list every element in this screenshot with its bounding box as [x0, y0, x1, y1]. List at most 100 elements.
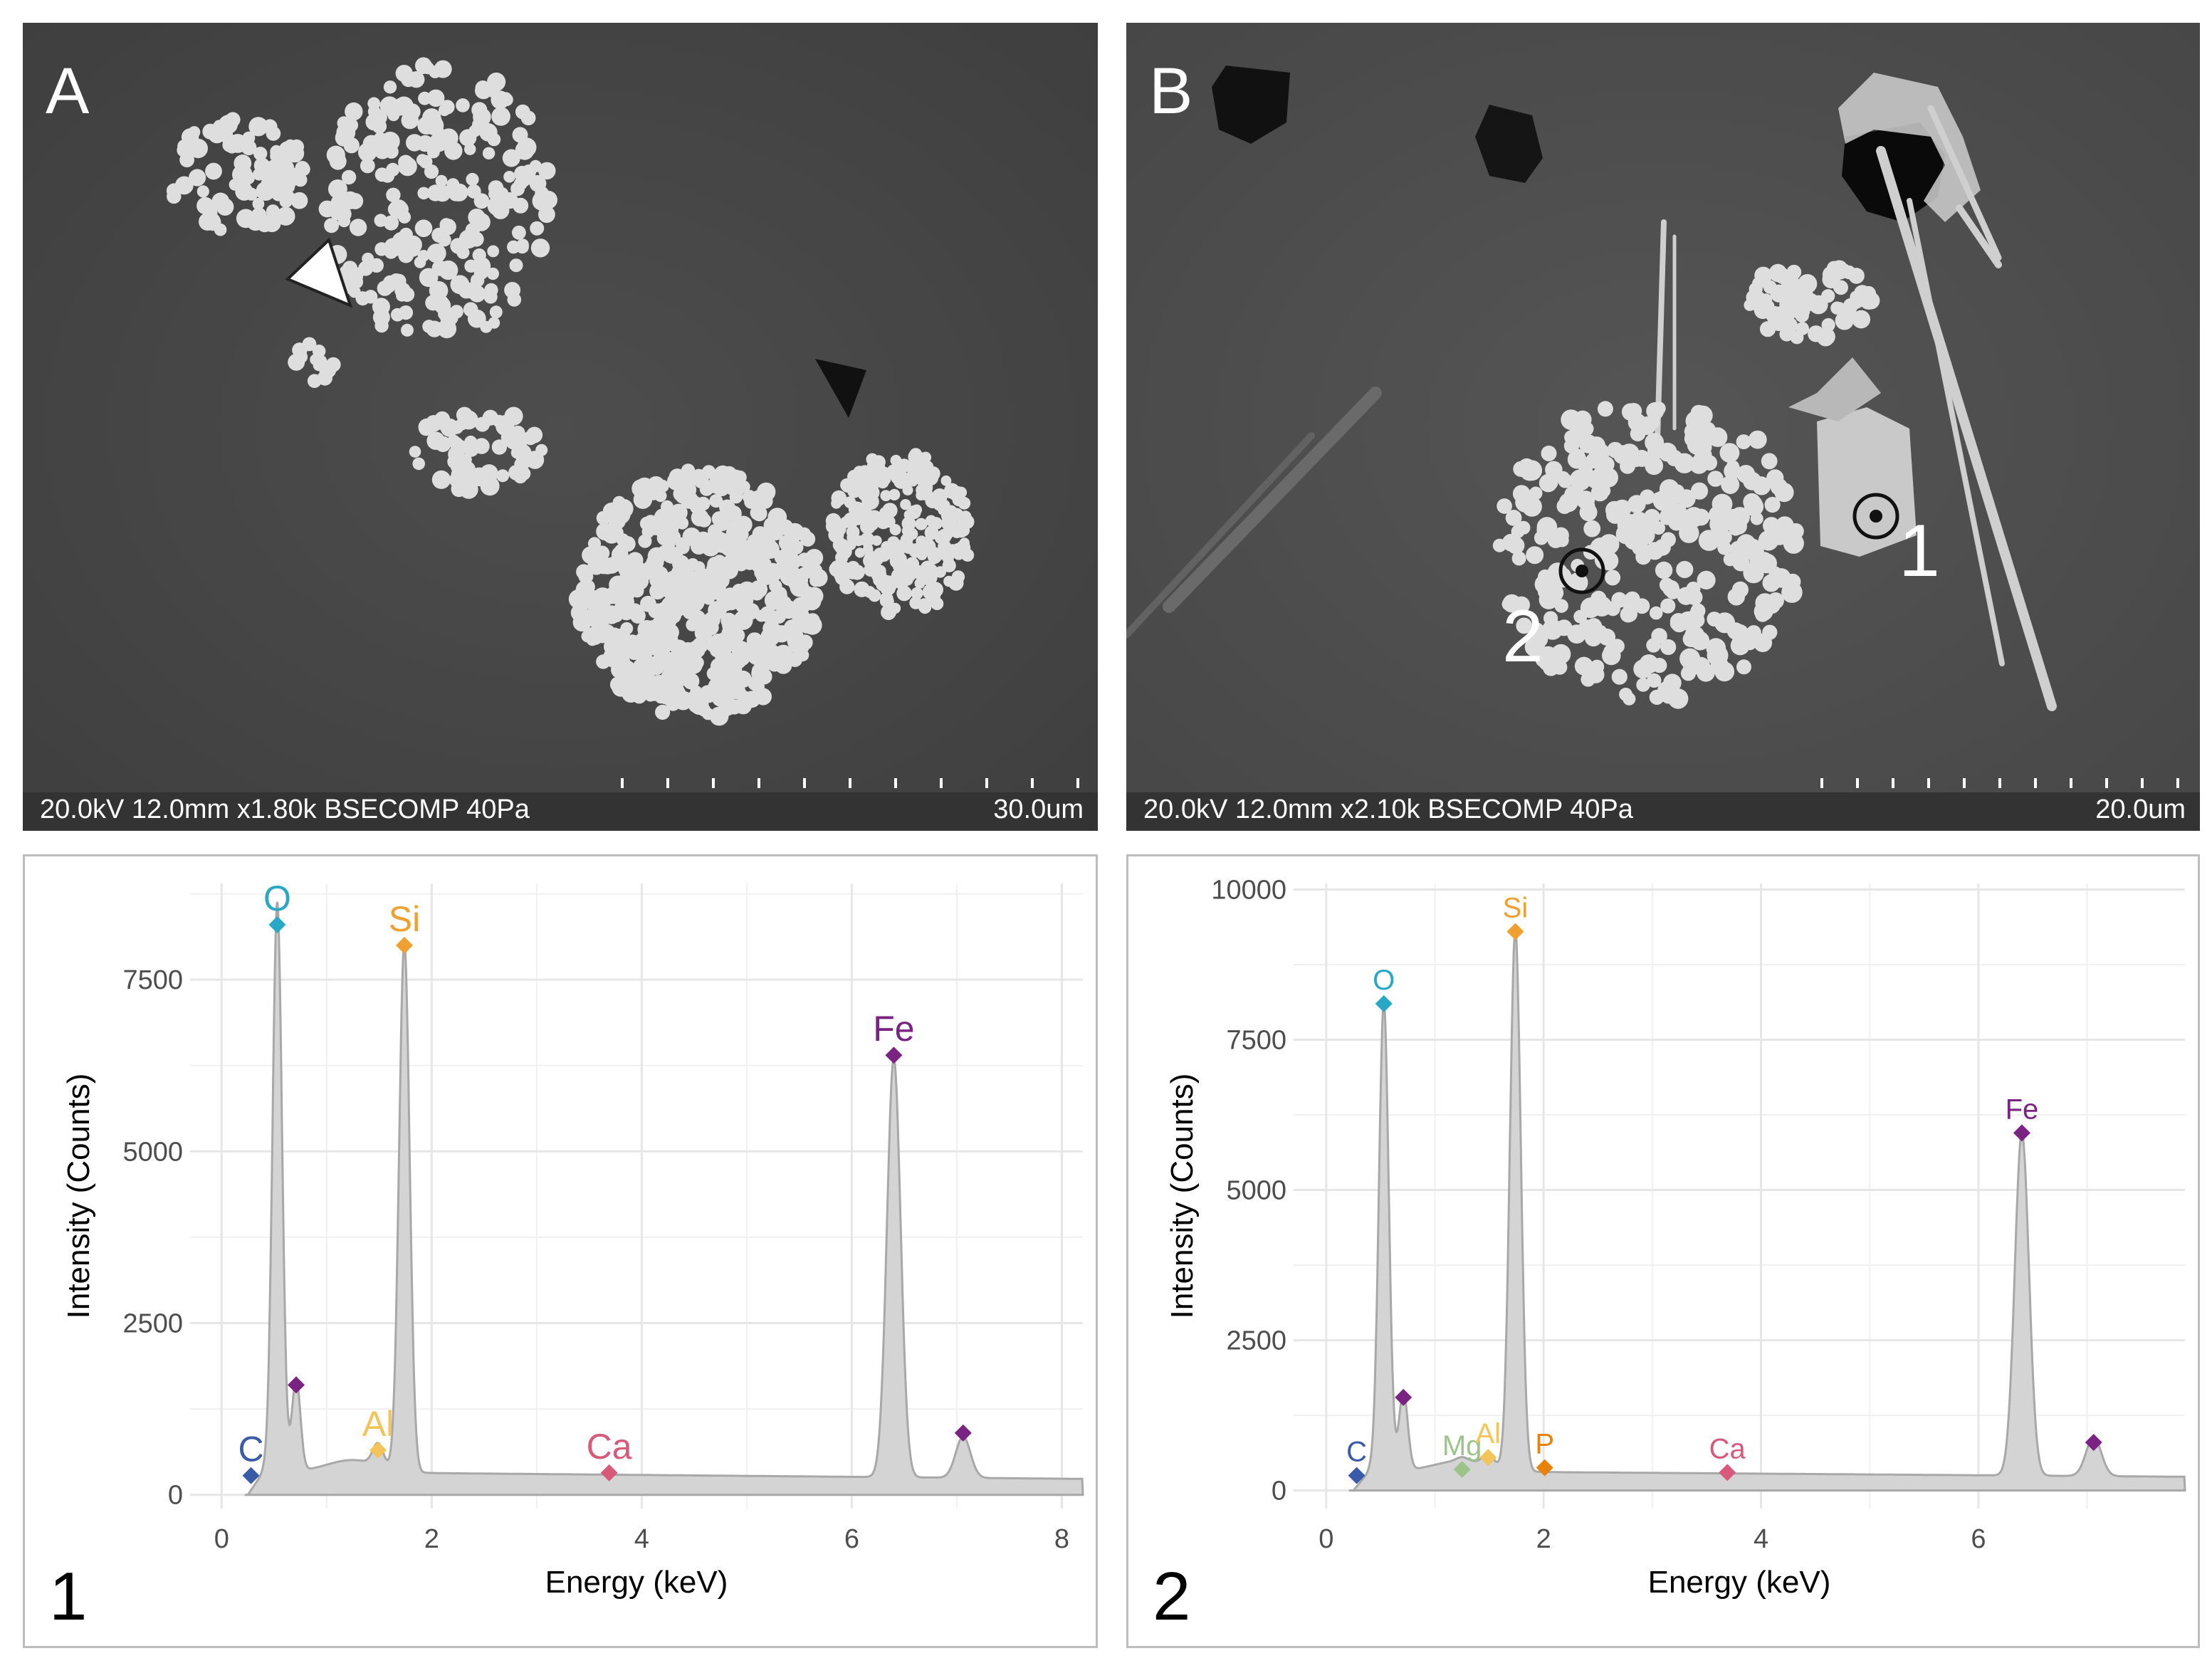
microcrystal: [1643, 508, 1660, 525]
microcrystal: [1770, 478, 1788, 495]
scale-bar-ticks: [1820, 778, 2179, 788]
microcrystal: [1645, 542, 1664, 560]
microcrystal: [295, 161, 310, 176]
sem-image-b: B 1 2 20.0kV 12.0mm x2.10k BSECOMP 40Pa …: [1126, 23, 2200, 831]
microcrystal: [367, 105, 381, 118]
microcrystal: [905, 557, 920, 571]
element-label: P: [1535, 1429, 1554, 1460]
microcrystal: [1534, 530, 1548, 545]
microcrystal: [383, 80, 397, 94]
microcrystal: [642, 644, 656, 656]
microcrystal: [1659, 577, 1674, 592]
microcrystal: [709, 494, 723, 508]
microcrystal: [530, 221, 545, 236]
microcrystal: [1581, 672, 1595, 687]
microcrystal: [757, 547, 770, 560]
element-label: C: [1346, 1437, 1367, 1468]
y-tick-label: 5000: [1226, 1176, 1286, 1206]
microcrystal: [609, 575, 627, 594]
microcrystal: [797, 527, 812, 541]
microcrystal: [1660, 598, 1676, 614]
microcrystal: [1731, 581, 1749, 598]
microcrystal: [1712, 493, 1733, 515]
microcrystal: [664, 548, 680, 564]
microcrystal: [1645, 456, 1664, 476]
point-label-2: 2: [1502, 595, 1543, 678]
y-tick-label: 5000: [122, 1137, 183, 1167]
microcrystal: [619, 604, 634, 621]
microcrystal: [889, 488, 901, 501]
microcrystal: [734, 590, 754, 610]
element-marker: [1348, 1467, 1366, 1484]
y-tick-label: 10000: [1211, 875, 1286, 905]
microcrystal: [205, 162, 222, 180]
microcrystal: [458, 410, 478, 430]
element-label: O: [1373, 965, 1395, 996]
microcrystal: [921, 466, 933, 477]
microcrystal: [468, 209, 486, 226]
microcrystal: [709, 601, 728, 619]
microcrystal: [954, 523, 969, 538]
microcrystal: [196, 185, 209, 198]
microcrystal: [450, 238, 466, 254]
microcrystal: [904, 570, 916, 582]
microcrystal: [1749, 552, 1767, 570]
framboid-clusters: [166, 57, 975, 726]
microcrystal: [933, 547, 945, 560]
microcrystal: [881, 604, 896, 620]
microcrystal: [1830, 260, 1848, 278]
microcrystal: [482, 147, 496, 159]
microcrystal: [721, 624, 740, 641]
sem-micrograph-a: [23, 23, 1098, 831]
microcrystal: [750, 555, 768, 573]
microcrystal: [630, 608, 646, 624]
microcrystal: [1647, 673, 1662, 688]
microcrystal: [1761, 453, 1778, 470]
microcrystal: [627, 552, 644, 569]
microcrystal: [887, 536, 900, 548]
microcrystal: [685, 656, 703, 674]
microcrystal: [797, 567, 810, 581]
microcrystal: [189, 169, 206, 187]
microcrystal: [390, 99, 408, 116]
microcrystal: [1697, 663, 1715, 682]
microcrystal: [689, 698, 702, 710]
microcrystal: [1774, 268, 1791, 284]
microcrystal: [414, 256, 426, 268]
microcrystal: [922, 584, 938, 600]
microcrystal: [514, 177, 528, 191]
microcrystal: [805, 549, 824, 567]
microcrystal: [916, 490, 926, 500]
microcrystal: [720, 535, 739, 555]
scale-bar-label: 30.0um: [993, 794, 1084, 824]
microcrystal: [262, 119, 278, 135]
microcrystal: [1749, 496, 1762, 510]
x-tick-label: 6: [1971, 1524, 1986, 1554]
microcrystal: [1606, 505, 1625, 524]
microcrystal: [1528, 622, 1545, 639]
microcrystal: [415, 57, 432, 74]
black-arrowhead-icon: [815, 359, 866, 418]
platy-crystal-edge: [1788, 357, 1881, 421]
microcrystal: [509, 465, 526, 481]
microcrystal: [1726, 460, 1740, 473]
y-axis-label: Intensity (Counts): [61, 1074, 96, 1319]
microcrystal: [898, 564, 908, 575]
microcrystal: [386, 187, 401, 202]
microcrystal: [726, 666, 741, 682]
microcrystal: [472, 256, 491, 276]
microcrystal: [1553, 621, 1567, 635]
microcrystal: [253, 147, 268, 161]
microcrystal: [1657, 442, 1677, 462]
microcrystal: [940, 475, 952, 486]
microcrystal: [416, 135, 434, 152]
microcrystal: [229, 179, 241, 191]
microcrystal: [1561, 409, 1582, 430]
microcrystal: [1721, 475, 1740, 494]
microcrystal: [662, 536, 676, 550]
microcrystal: [1684, 429, 1702, 448]
element-label: C: [239, 1430, 264, 1469]
microcrystal: [751, 680, 765, 693]
microcrystal: [780, 567, 800, 586]
microcrystal: [948, 575, 964, 591]
